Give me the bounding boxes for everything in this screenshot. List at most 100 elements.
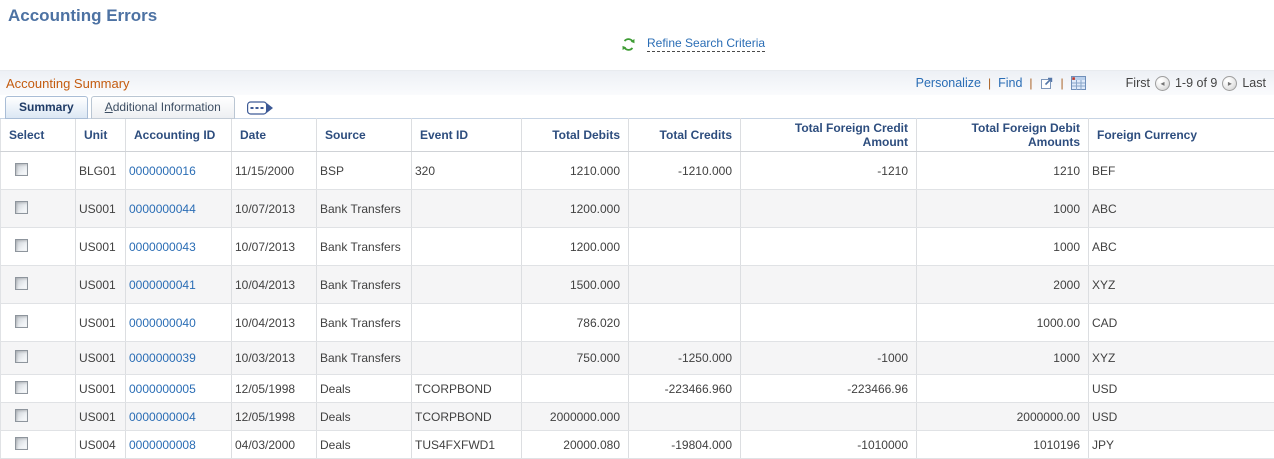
- cell-total-foreign-credit-amount: [741, 228, 917, 266]
- column-header-total-debits: Total Debits: [522, 119, 629, 152]
- refresh-icon[interactable]: [621, 37, 636, 52]
- cell-total-foreign-credit-amount: -1010000: [741, 431, 917, 459]
- cell-foreign-currency: XYZ: [1089, 342, 1274, 375]
- cell-foreign-currency: ABC: [1089, 228, 1274, 266]
- cell-total-debits: 1200.000: [522, 228, 629, 266]
- cell-event-id: [412, 266, 522, 304]
- cell-total-credits: [629, 304, 741, 342]
- cell-total-debits: 2000000.000: [522, 403, 629, 431]
- cell-event-id: [412, 228, 522, 266]
- cell-select: [1, 403, 76, 431]
- find-link[interactable]: Find: [998, 76, 1022, 90]
- cell-source: BSP: [317, 152, 412, 190]
- cell-event-id: TUS4FXFWD1: [412, 431, 522, 459]
- cell-total-foreign-credit-amount: -1210: [741, 152, 917, 190]
- accounting-id-link[interactable]: 0000000016: [129, 164, 196, 178]
- cell-total-foreign-debit-amounts: [917, 375, 1089, 403]
- column-header-total-foreign-debit-amounts: Total Foreign Debit Amounts: [917, 119, 1089, 152]
- pagination-range: 1-9 of 9: [1175, 76, 1217, 90]
- row-select-checkbox[interactable]: [15, 409, 28, 422]
- cell-unit: US001: [76, 228, 126, 266]
- cell-total-foreign-debit-amounts: 2000: [917, 266, 1089, 304]
- personalize-link[interactable]: Personalize: [916, 76, 981, 90]
- accounting-id-link[interactable]: 0000000041: [129, 278, 196, 292]
- cell-unit: US001: [76, 266, 126, 304]
- cell-date: 10/07/2013: [232, 190, 317, 228]
- next-page-icon[interactable]: ▸: [1222, 76, 1237, 91]
- row-select-checkbox[interactable]: [15, 277, 28, 290]
- cell-total-debits: [522, 375, 629, 403]
- popup-icon[interactable]: [1040, 76, 1054, 90]
- accounting-id-link[interactable]: 0000000039: [129, 351, 196, 365]
- row-select-checkbox[interactable]: [15, 437, 28, 450]
- grid-actions: Personalize | Find | |: [916, 76, 1266, 91]
- accounting-id-link[interactable]: 0000000004: [129, 410, 196, 424]
- accounting-id-link[interactable]: 0000000043: [129, 240, 196, 254]
- cell-select: [1, 431, 76, 459]
- cell-total-credits: [629, 190, 741, 228]
- pagination-first[interactable]: First: [1126, 76, 1150, 90]
- cell-date: 04/03/2000: [232, 431, 317, 459]
- cell-source: Deals: [317, 375, 412, 403]
- cell-date: 12/05/1998: [232, 375, 317, 403]
- tab-summary[interactable]: Summary: [5, 96, 88, 119]
- row-select-checkbox[interactable]: [15, 201, 28, 214]
- cell-total-debits: 20000.080: [522, 431, 629, 459]
- cell-unit: US001: [76, 375, 126, 403]
- row-select-checkbox[interactable]: [15, 381, 28, 394]
- cell-total-credits: -1250.000: [629, 342, 741, 375]
- cell-total-debits: 1210.000: [522, 152, 629, 190]
- grid-header-bar: Accounting Summary Personalize | Find | …: [0, 70, 1274, 95]
- show-tabs-icon[interactable]: [247, 101, 275, 115]
- column-header-event-id: Event ID: [412, 119, 522, 152]
- cell-accounting-id: 0000000040: [126, 304, 232, 342]
- cell-event-id: TCORPBOND: [412, 403, 522, 431]
- separator: |: [1028, 76, 1033, 90]
- cell-date: 11/15/2000: [232, 152, 317, 190]
- accounting-id-link[interactable]: 0000000008: [129, 438, 196, 452]
- accounting-id-link[interactable]: 0000000005: [129, 382, 196, 396]
- excel-grid-icon[interactable]: [1071, 76, 1086, 90]
- separator: |: [987, 76, 992, 90]
- row-select-checkbox[interactable]: [15, 315, 28, 328]
- prev-page-icon[interactable]: ◂: [1155, 76, 1170, 91]
- cell-date: 10/04/2013: [232, 266, 317, 304]
- cell-total-debits: 1200.000: [522, 190, 629, 228]
- cell-accounting-id: 0000000008: [126, 431, 232, 459]
- cell-event-id: 320: [412, 152, 522, 190]
- tab-additional-information[interactable]: Additional Information: [91, 96, 235, 119]
- cell-source: Bank Transfers: [317, 190, 412, 228]
- cell-unit: BLG01: [76, 152, 126, 190]
- grid-title: Accounting Summary: [6, 76, 130, 91]
- cell-source: Deals: [317, 431, 412, 459]
- cell-total-foreign-debit-amounts: 1010196: [917, 431, 1089, 459]
- cell-total-foreign-credit-amount: -223466.96: [741, 375, 917, 403]
- refine-search-link[interactable]: Refine Search Criteria: [647, 36, 765, 52]
- row-select-checkbox[interactable]: [15, 163, 28, 176]
- cell-total-foreign-debit-amounts: 2000000.00: [917, 403, 1089, 431]
- accounting-id-link[interactable]: 0000000044: [129, 202, 196, 216]
- cell-total-foreign-debit-amounts: 1000: [917, 342, 1089, 375]
- accounting-id-link[interactable]: 0000000040: [129, 316, 196, 330]
- row-select-checkbox[interactable]: [15, 350, 28, 363]
- column-header-accounting-id: Accounting ID: [126, 119, 232, 152]
- column-header-unit: Unit: [76, 119, 126, 152]
- cell-total-credits: [629, 266, 741, 304]
- cell-select: [1, 228, 76, 266]
- cell-foreign-currency: USD: [1089, 375, 1274, 403]
- next-arrow-glyph: ▸: [1228, 79, 1232, 88]
- column-header-select: Select: [1, 119, 76, 152]
- cell-select: [1, 152, 76, 190]
- cell-event-id: TCORPBOND: [412, 375, 522, 403]
- cell-unit: US001: [76, 403, 126, 431]
- row-select-checkbox[interactable]: [15, 239, 28, 252]
- pagination-last[interactable]: Last: [1242, 76, 1266, 90]
- cell-select: [1, 375, 76, 403]
